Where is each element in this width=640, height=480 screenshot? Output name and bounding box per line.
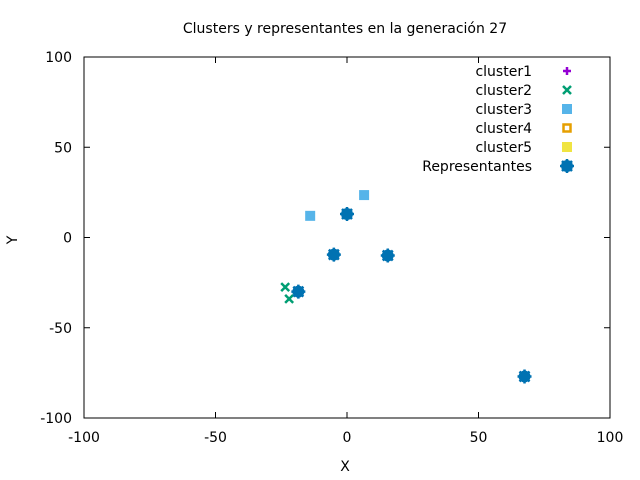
x-tick-labels: -100 -50 0 50 100 [68,430,623,446]
y-tick-label: 0 [63,231,72,247]
x-tick-label: 0 [343,430,352,446]
y-tick-labels: -100 -50 0 50 100 [40,50,72,427]
y-axis-label: Y [5,235,21,245]
x-tick-label: -50 [204,430,227,446]
chart-title: Clusters y representantes en la generaci… [183,21,507,37]
point-representantes [380,248,395,263]
point-cluster2 [284,293,295,304]
x-tick-label: 50 [470,430,488,446]
point-representantes [326,247,341,262]
point-representantes [291,284,306,299]
legend-label: cluster3 [475,102,532,118]
legend-marker [560,159,574,173]
legend-label: cluster4 [475,121,532,137]
legend-marker [562,142,572,152]
axis-ticks [83,56,611,419]
y-tick-label: -100 [40,411,72,427]
data-points [280,190,532,384]
x-tick-label: -100 [68,430,100,446]
legend-label: cluster5 [475,140,532,156]
legend: cluster1 cluster2 cluster3 cluster4 cluster5… [422,64,574,175]
point-cluster2 [280,282,291,293]
legend-marker [562,123,572,133]
legend-marker [562,85,572,95]
point-representantes [340,207,354,222]
legend-marker [563,67,571,75]
y-tick-label: 100 [45,50,72,66]
point-cluster3 [305,210,316,221]
x-axis-label: X [340,459,350,475]
legend-label: cluster2 [475,83,532,99]
legend-marker [562,104,572,114]
x-tick-label: 100 [597,430,624,446]
legend-label: cluster1 [475,64,532,80]
point-representantes [517,369,532,384]
point-cluster3 [359,190,370,201]
y-tick-label: -50 [49,321,72,337]
y-tick-label: 50 [54,140,72,156]
legend-label: Representantes [422,159,532,175]
